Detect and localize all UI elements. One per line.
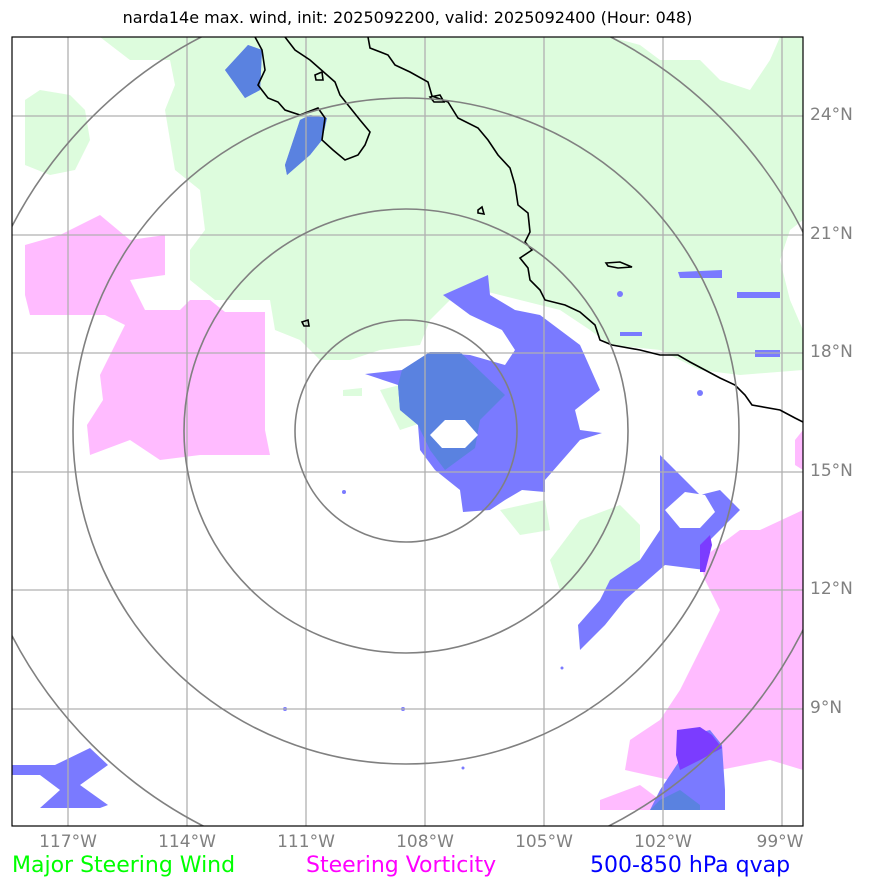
qvap-core: [676, 727, 722, 770]
qvap-speck: [697, 390, 703, 396]
lat-label: 15°N: [810, 461, 853, 481]
qvap-hole: [665, 492, 715, 528]
qvap-speck: [617, 291, 623, 297]
range-rings: [12, 37, 803, 826]
lat-label: 9°N: [810, 698, 843, 718]
vorticity-layer: [25, 215, 803, 810]
lat-label: 24°N: [810, 105, 853, 125]
coastline-island: [428, 94, 446, 103]
qvap-region: [620, 332, 642, 336]
qvap-speck: [342, 490, 346, 494]
lon-label: 105°W: [515, 832, 573, 852]
qvap-speck: [560, 666, 564, 670]
range-ring: [183, 208, 629, 654]
lon-label: 108°W: [396, 832, 454, 852]
gridlines: [12, 37, 803, 826]
legend-qvap: 500-850 hPa qvap: [590, 853, 791, 878]
map-title: narda14e max. wind, init: 2025092200, va…: [122, 8, 693, 27]
vorticity-region: [25, 215, 270, 460]
steering-wind-region: [25, 90, 90, 175]
legend-steering-wind: Major Steering Wind: [12, 853, 236, 878]
lat-label: 12°N: [810, 579, 853, 599]
lat-label: 18°N: [810, 342, 853, 362]
coastline-baja: [254, 37, 371, 161]
qvap-overlap-region: [225, 45, 262, 98]
coastline-island: [477, 205, 486, 215]
coastline-island: [300, 318, 310, 327]
qvap-region: [737, 292, 780, 298]
qvap-core: [700, 535, 712, 572]
steering-wind-region: [100, 37, 803, 375]
vorticity-region: [625, 510, 803, 780]
steering-wind-region: [343, 388, 362, 396]
qvap-speck: [461, 766, 465, 770]
qvap-eye: [430, 420, 478, 448]
steering-wind-region: [500, 500, 550, 535]
vorticity-region: [600, 785, 660, 810]
range-ring: [72, 97, 740, 765]
qvap-region: [12, 748, 108, 808]
map-frame: [11, 36, 804, 827]
lat-label: 21°N: [810, 224, 853, 244]
lon-label: 102°W: [634, 832, 692, 852]
vorticity-region: [795, 430, 803, 470]
legend-steering-vorticity: Steering Vorticity: [306, 853, 497, 878]
lon-label: 111°W: [277, 832, 335, 852]
lon-label: 117°W: [39, 832, 97, 852]
coastline-island: [314, 70, 324, 81]
lon-label: 114°W: [158, 832, 216, 852]
range-ring: [294, 319, 518, 543]
coastline-island: [604, 261, 633, 269]
lon-label: 99°W: [756, 832, 804, 852]
